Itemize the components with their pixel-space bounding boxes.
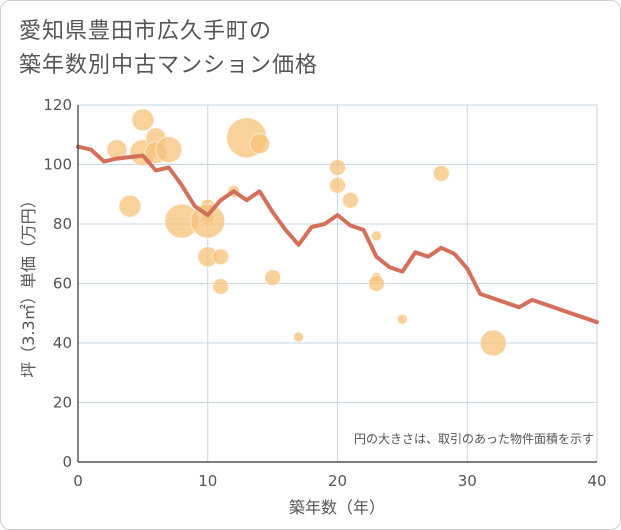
bubble-point [118,194,142,218]
bubble-point [212,248,230,266]
y-tick-label: 20 [53,394,72,412]
chart-title-line1: 愛知県豊田市広久手町の [19,19,273,44]
bubble-point [264,269,282,287]
size-note: 円の大きさは、取引のあった物件面積を示す [354,431,594,446]
y-axis-label: 坪（3.3㎡）単価（万円） [19,192,38,377]
bubble-point [396,313,408,325]
bubble-point [249,133,271,155]
y-tick-label: 60 [53,275,72,293]
bubble-point [131,108,155,132]
x-tick-label: 10 [198,472,217,490]
y-tick-label: 0 [62,453,72,471]
x-tick-label: 0 [73,472,83,490]
bubble-point [370,230,382,242]
bubble-point [293,331,305,343]
bubble-point [212,277,230,295]
bubble-point [329,176,346,194]
bubble-point [479,329,507,357]
grid [78,104,598,462]
bubble-point [341,191,359,209]
bubble-point [367,275,385,292]
chart-title: 愛知県豊田市広久手町の 築年数別中古マンション価格 [19,15,318,83]
bubble-point [329,158,346,176]
bubble-point [432,164,450,182]
bubble-point [190,203,226,239]
x-tick-label: 30 [458,472,477,490]
x-axis-label: 築年数（年） [289,498,385,517]
tick-labels: 0 10 20 30 40 0 20 40 60 80 100 120 [43,96,606,490]
y-tick-label: 120 [43,96,72,114]
bubble-point [155,136,183,164]
y-tick-label: 80 [53,215,72,233]
chart-title-line2: 築年数別中古マンション価格 [19,53,319,78]
x-tick-label: 40 [587,472,606,490]
trend-line-group [76,144,599,325]
trend-line [76,144,599,325]
bubbles [106,108,507,357]
y-tick-label: 100 [43,156,72,174]
x-tick-label: 20 [328,472,347,490]
axes [77,105,597,463]
y-tick-label: 40 [53,334,72,352]
